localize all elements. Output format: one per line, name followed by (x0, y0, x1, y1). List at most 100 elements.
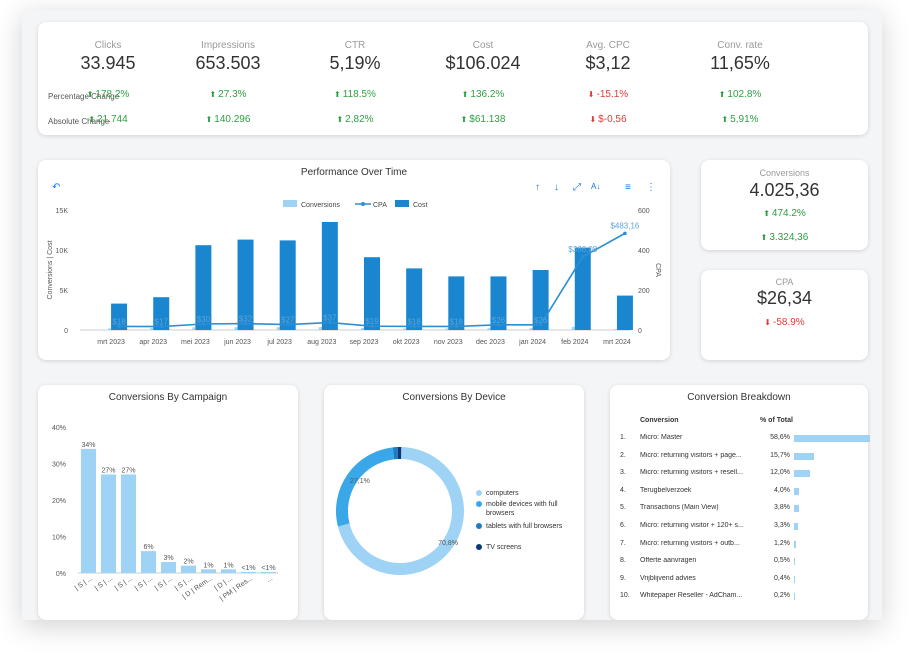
campaign-bar[interactable] (181, 565, 196, 573)
cpa-pct-text: -58.9% (773, 317, 805, 328)
cpa-point[interactable] (454, 324, 459, 329)
table-row[interactable]: 7. Micro: returning visitors + outb... 1,2… (620, 540, 870, 557)
conversions-bar[interactable] (318, 327, 322, 330)
campaign-bar[interactable] (261, 571, 276, 573)
kpi-abs-change: ⬆ 2,82% (295, 114, 415, 125)
cpa-point[interactable] (117, 324, 121, 329)
x-tick: | S | ... (134, 575, 154, 592)
cost-bar[interactable] (574, 247, 591, 330)
conversions-bar[interactable] (150, 328, 154, 330)
conversions-bar[interactable] (529, 328, 533, 330)
kpi-abs-text: $-0,56 (598, 114, 627, 125)
bar-label: 1% (223, 562, 233, 569)
more-icon[interactable]: ⋮ (646, 182, 656, 193)
cost-bar[interactable] (616, 295, 633, 330)
table-row[interactable]: 5. Transactions (Main View) 3,8% (620, 504, 870, 521)
y-left-tick: 0 (64, 328, 68, 335)
conversions-bar[interactable] (108, 328, 112, 330)
x-tick: okt 2023 (393, 339, 420, 346)
arrow-up-icon: ⬆ (209, 90, 217, 99)
cpa-label: $30 (197, 315, 211, 324)
cost-bar[interactable] (406, 268, 423, 330)
y-tick: 30% (52, 462, 66, 469)
filter-icon[interactable]: ≡ (625, 182, 631, 193)
arrow-up-icon: ⬆ (205, 115, 213, 124)
campaign-bar[interactable] (221, 569, 236, 573)
conversions-bar[interactable] (613, 329, 617, 330)
cpa-point[interactable] (243, 321, 248, 326)
conversions-bar[interactable] (192, 327, 196, 330)
cpa-point[interactable] (201, 322, 206, 326)
cost-bar[interactable] (237, 239, 254, 330)
conversions-bar[interactable] (361, 328, 364, 330)
kpi-pct-text: 136.2% (470, 89, 505, 100)
cost-bar[interactable] (111, 303, 128, 330)
row-bar (794, 435, 870, 442)
table-row[interactable]: 1. Micro: Master 58,6% (620, 434, 870, 451)
conversions-bar[interactable] (403, 328, 407, 330)
cpa-label: $483,16 (610, 221, 639, 230)
table-row[interactable]: 4. Terugbelverzoek 4,0% (620, 487, 870, 504)
donut-slice[interactable] (337, 447, 464, 575)
legend-dot (476, 490, 482, 496)
campaign-bar[interactable] (161, 562, 176, 573)
row-number: 7. (620, 539, 626, 547)
cost-bar[interactable] (364, 257, 380, 330)
cost-bar[interactable] (153, 297, 170, 330)
cost-bar[interactable] (490, 276, 507, 330)
table-row[interactable]: 8. Offerte aanvragen 0,5% (620, 557, 870, 574)
cost-bar[interactable] (195, 245, 212, 330)
cpa-value: $26,34 (756, 288, 813, 308)
conversions-bar[interactable] (571, 326, 575, 330)
table-row[interactable]: 3. Micro: returning visitors + resell... 1… (620, 469, 870, 486)
table-row[interactable]: 10. Whitepaper Reseller - AdCham... 0,2% (620, 592, 870, 609)
campaign-bar[interactable] (141, 551, 156, 573)
campaign-bar[interactable] (201, 569, 216, 573)
conversions-bar[interactable] (234, 327, 238, 330)
cpa-point[interactable] (370, 324, 374, 328)
cpa-point[interactable] (580, 254, 585, 259)
arrow-up-icon: ⬆ (718, 90, 726, 99)
campaign-bar[interactable] (101, 474, 116, 573)
cost-bar[interactable] (321, 222, 338, 330)
row-pct: 3,3% (774, 522, 790, 529)
cpa-point[interactable] (538, 323, 543, 327)
row-number: 1. (620, 434, 626, 441)
cost-bar[interactable] (532, 270, 549, 330)
undo-icon[interactable]: ↶ (52, 182, 61, 193)
donut-slice[interactable] (336, 447, 395, 527)
cost-bar[interactable] (279, 240, 296, 330)
cost-bar[interactable] (448, 276, 465, 330)
cpa-point[interactable] (159, 324, 164, 329)
cpa-point[interactable] (285, 322, 290, 327)
cpa-point[interactable] (496, 323, 501, 327)
legend-swatch (395, 200, 409, 207)
x-tick: nov 2023 (434, 339, 463, 346)
table-row[interactable]: 2. Micro: returning visitors + page... 15,… (620, 452, 870, 469)
campaign-bar[interactable] (241, 571, 256, 573)
cpa-point[interactable] (328, 320, 332, 325)
conversions-bar[interactable] (276, 327, 280, 330)
campaign-bar[interactable] (81, 448, 96, 573)
legend-item: Cost (413, 202, 427, 209)
conversions-value: 4.025,36 (749, 180, 820, 200)
sort-az-icon[interactable]: A↓ (591, 182, 601, 191)
sort-down-icon[interactable]: ↓ (554, 182, 559, 193)
arrow-up-icon: ⬆ (334, 90, 341, 99)
table-row[interactable]: 9. Vrijblijvend advies 0,4% (620, 575, 870, 592)
campaign-bar[interactable] (121, 474, 136, 573)
kpi-abs-change: ⬇ $-0,56 (548, 114, 668, 125)
breakdown-card: Conversion Breakdown Conversion % of Tot… (610, 385, 870, 620)
row-pct: 12,0% (770, 469, 790, 477)
table-row[interactable]: 6. Micro: returning visitor + 120+ s... 3,… (620, 522, 870, 539)
conversions-bar[interactable] (445, 328, 449, 330)
cpa-point[interactable] (412, 324, 416, 329)
conversions-bar[interactable] (487, 328, 491, 330)
cpa-label: $26 (534, 316, 548, 325)
bar-label: <1% (241, 565, 255, 572)
sort-up-icon[interactable]: ↑ (535, 182, 540, 193)
row-number: 2. (620, 451, 626, 459)
expand-icon[interactable]: ⤢ (573, 182, 581, 193)
row-number: 8. (620, 557, 626, 565)
cpa-point[interactable] (623, 231, 627, 236)
